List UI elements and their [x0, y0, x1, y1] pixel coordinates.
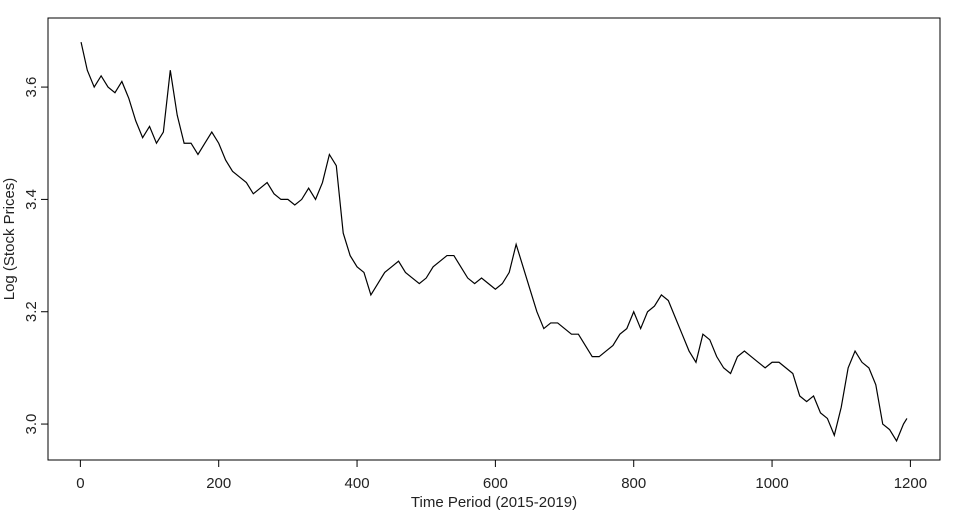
line-series	[80, 42, 908, 443]
x-tick-label: 400	[345, 475, 370, 492]
x-tick-label: 1000	[755, 475, 788, 492]
x-tick-label: 1200	[894, 475, 927, 492]
y-tick-label: 3.2	[23, 301, 40, 322]
y-axis-label: Log (Stock Prices)	[1, 178, 18, 301]
y-tick-label: 3.4	[23, 189, 40, 210]
x-tick-label: 0	[76, 475, 84, 492]
y-tick-label: 3.6	[23, 77, 40, 98]
x-tick-label: 800	[621, 475, 646, 492]
y-tick-label: 3.0	[23, 414, 40, 435]
x-axis-label: Time Period (2015-2019)	[411, 494, 577, 510]
x-tick-label: 600	[483, 475, 508, 492]
plot-box	[47, 17, 941, 461]
x-tick-label: 200	[206, 475, 231, 492]
